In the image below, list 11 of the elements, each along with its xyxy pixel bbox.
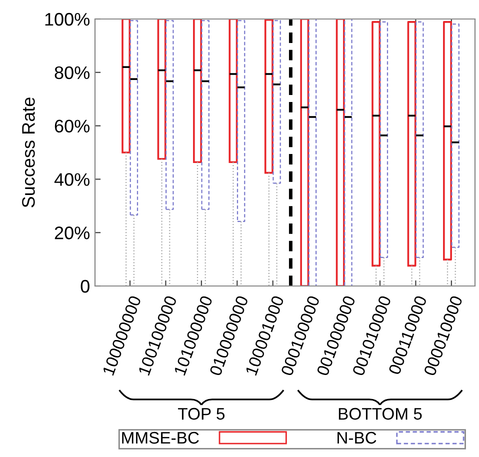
y-tick-label: 80% bbox=[54, 66, 90, 80]
text: BOTTOM 5 bbox=[338, 408, 422, 420]
y-tick-label: 0 bbox=[80, 280, 90, 293]
y-axis-title: Success Rate bbox=[22, 98, 35, 208]
legend-label: MMSE-BC bbox=[122, 432, 199, 444]
text: TOP 5 bbox=[178, 408, 225, 420]
y-tick-label: 100% bbox=[45, 12, 90, 26]
y-tick-label: 60% bbox=[54, 120, 90, 133]
y-tick-label: 40% bbox=[54, 173, 90, 186]
y-tick-label: 20% bbox=[54, 226, 90, 240]
legend-label: N-BC bbox=[338, 432, 376, 444]
